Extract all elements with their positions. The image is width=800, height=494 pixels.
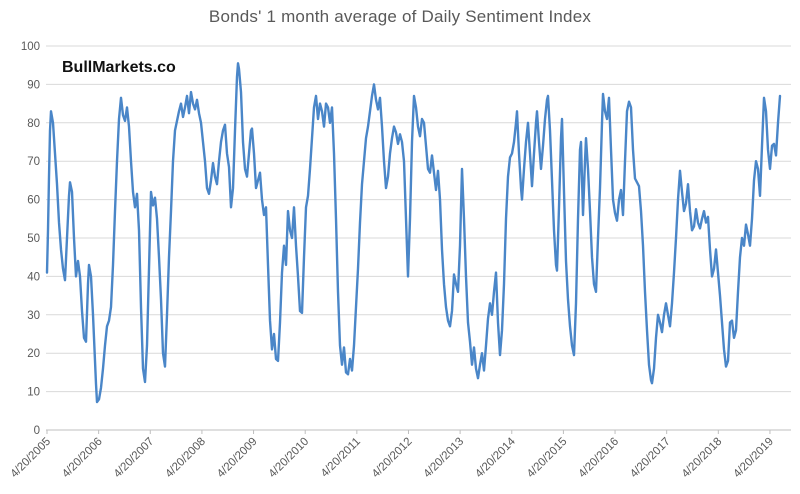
sentiment-line-series — [45, 62, 782, 404]
x-axis-tick-label: 4/20/2015 — [525, 436, 570, 481]
y-axis-tick-label: 70 — [27, 156, 40, 168]
x-axis-tick-label: 4/20/2007 — [112, 436, 157, 481]
x-axis-tick-label: 4/20/2017 — [628, 436, 673, 481]
x-axis-tick-label: 4/20/2006 — [60, 436, 105, 481]
y-axis-tick-label: 0 — [34, 425, 40, 437]
x-axis-tick-label: 4/20/2005 — [8, 436, 53, 481]
y-axis-tick-label: 100 — [21, 41, 40, 53]
y-axis-tick-label: 10 — [27, 387, 40, 399]
x-axis-tick-label: 4/20/2010 — [267, 436, 312, 481]
y-axis-tick-label: 50 — [27, 233, 40, 245]
x-axis-tick-label: 4/20/2013 — [422, 436, 467, 481]
x-axis-tick-label: 4/20/2018 — [680, 436, 725, 481]
x-axis-tick-label: 4/20/2012 — [370, 436, 415, 481]
y-axis-tick-label: 30 — [27, 310, 40, 322]
y-axis-tick-label: 80 — [27, 118, 40, 130]
x-axis-tick-label: 4/20/2016 — [576, 436, 621, 481]
x-axis-tick-label: 4/20/2019 — [731, 436, 776, 481]
y-axis-tick-label: 60 — [27, 195, 40, 207]
watermark: BullMarkets.co — [62, 59, 176, 76]
x-axis-tick-label: 4/20/2014 — [473, 435, 518, 480]
y-axis-tick-label: 90 — [27, 79, 40, 91]
y-axis-tick-label: 20 — [27, 348, 40, 360]
chart-title: Bonds' 1 month average of Daily Sentimen… — [208, 7, 592, 26]
x-axis-tick-label: 4/20/2008 — [163, 436, 208, 481]
y-axis-tick-label: 40 — [27, 271, 40, 283]
x-axis-tick-label: 4/20/2011 — [319, 436, 363, 480]
x-axis-tick-label: 4/20/2009 — [215, 436, 260, 481]
